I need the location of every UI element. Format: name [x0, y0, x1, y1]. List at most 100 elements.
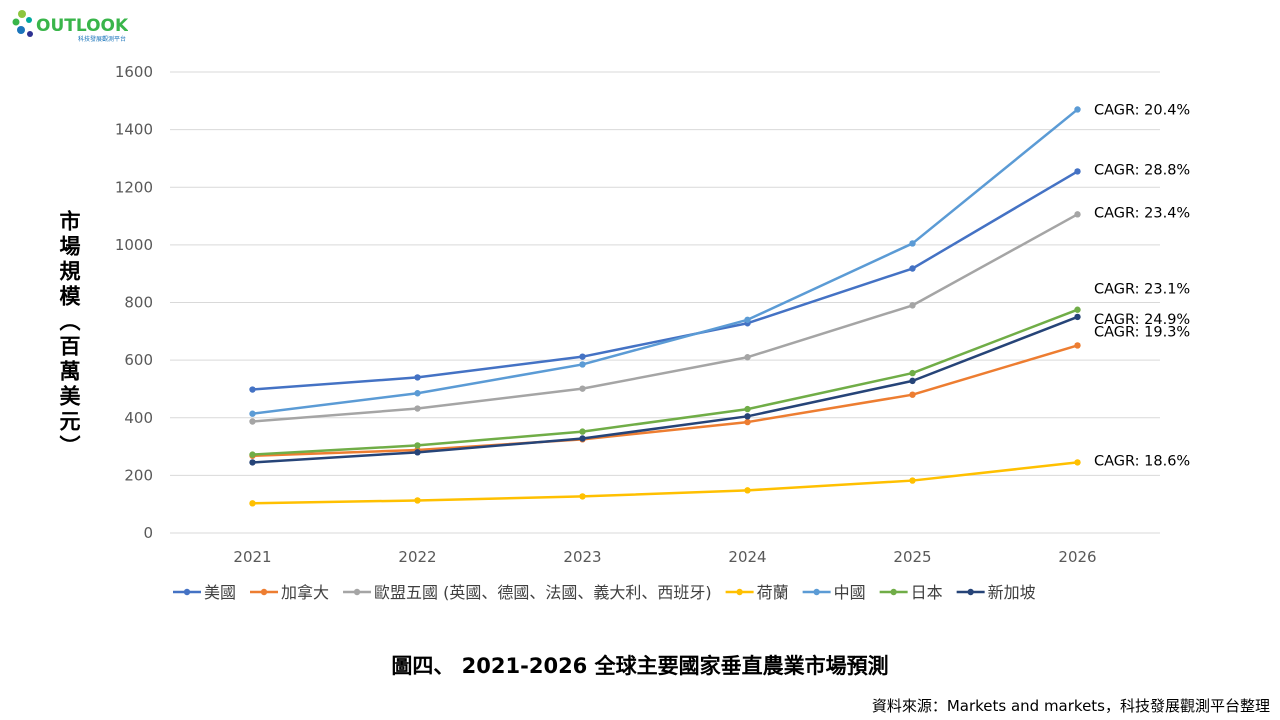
cagr-label: CAGR: 23.4% — [1094, 205, 1190, 221]
legend-item: 美國 — [173, 583, 236, 602]
y-axis-label: 市場規模（百萬美元） — [57, 210, 81, 460]
data-point — [249, 459, 256, 466]
data-point — [1074, 168, 1081, 175]
data-point — [909, 240, 916, 247]
data-point — [249, 386, 256, 393]
legend-label: 日本 — [911, 583, 943, 602]
cagr-label: CAGR: 28.8% — [1094, 162, 1190, 178]
data-point — [414, 405, 421, 412]
data-point — [744, 487, 751, 494]
cagr-label: CAGR: 24.9% — [1094, 312, 1190, 328]
series-line — [252, 344, 1078, 458]
legend-label: 美國 — [204, 583, 236, 602]
data-point — [1074, 459, 1081, 466]
data-point — [1074, 106, 1081, 113]
data-point — [909, 265, 916, 272]
legend-item: 歐盟五國 (英國、德國、法國、義大利、西班牙) — [343, 583, 712, 602]
data-point — [909, 302, 916, 309]
series-line — [252, 108, 1079, 415]
outlook-logo: OUTLOOK 科技發展觀測平台 — [12, 10, 128, 43]
source-note: 資料來源：Markets and markets，科技發展觀測平台整理 — [871, 697, 1270, 715]
series-4 — [249, 106, 1081, 417]
legend-label: 中國 — [834, 583, 866, 602]
legend-swatch-dot — [890, 588, 897, 596]
cagr-label: CAGR: 18.6% — [1094, 453, 1190, 469]
data-point — [1074, 306, 1081, 313]
series-line — [252, 170, 1079, 391]
series-5 — [249, 306, 1081, 458]
series-1 — [249, 342, 1081, 459]
data-point — [579, 428, 586, 435]
x-axis-ticks: 2021 2022 2023 2024 2025 2026 — [233, 548, 1096, 566]
legend-label: 新加坡 — [988, 583, 1036, 602]
data-point — [249, 451, 256, 458]
legend: 美國 加拿大 歐盟五國 (英國、德國、法國、義大利、西班牙) 荷蘭 中國 日本 新加坡 — [173, 583, 1036, 602]
logo-subtext: 科技發展觀測平台 — [78, 35, 126, 43]
data-point — [744, 405, 751, 413]
legend-label: 荷蘭 — [757, 583, 789, 602]
cagr-label: CAGR: 19.3% — [1094, 324, 1190, 340]
legend-swatch-dot — [967, 588, 974, 596]
cagr-label: CAGR: 20.4% — [1094, 102, 1190, 118]
legend-swatch-dot — [813, 588, 820, 596]
data-point — [909, 477, 916, 484]
y-tick-label: 1600 — [115, 63, 153, 81]
data-point — [414, 497, 421, 504]
data-point — [579, 353, 586, 360]
series-line — [252, 308, 1078, 456]
legend-swatch-dot — [260, 588, 268, 596]
y-tick-label: 400 — [124, 409, 153, 427]
legend-swatch-dot — [736, 588, 743, 596]
data-point — [744, 413, 751, 420]
data-point — [249, 410, 256, 417]
data-point — [909, 369, 916, 377]
data-point — [909, 377, 916, 385]
y-tick-label: 800 — [124, 294, 153, 312]
series-lines — [249, 106, 1081, 507]
cagr-label: CAGR: 23.1% — [1094, 282, 1190, 298]
series-2 — [249, 211, 1081, 425]
legend-label: 歐盟五國 (英國、德國、法國、義大利、西班牙) — [374, 583, 712, 602]
data-point — [909, 391, 916, 398]
data-point — [744, 316, 751, 323]
y-tick-label: 0 — [143, 524, 153, 542]
legend-item: 荷蘭 — [725, 583, 789, 602]
data-point — [249, 500, 256, 507]
x-tick-label: 2022 — [398, 548, 436, 566]
legend-swatch-dot — [183, 588, 191, 596]
data-point — [579, 435, 586, 442]
y-tick-label: 600 — [124, 351, 153, 369]
cagr-annotations: CAGR: 28.8% CAGR: 19.3% CAGR: 23.4% CAGR: 1… — [1094, 102, 1190, 469]
data-point — [1074, 211, 1081, 218]
y-axis-ticks: 0 200 400 600 800 1000 1200 1400 1600 — [115, 63, 153, 542]
data-point — [1074, 313, 1081, 321]
y-tick-label: 1200 — [115, 178, 153, 196]
data-point — [744, 354, 751, 361]
legend-item: 加拿大 — [250, 583, 329, 602]
data-point — [249, 418, 256, 425]
data-point — [414, 390, 421, 397]
series-6 — [249, 313, 1081, 466]
data-point — [1074, 342, 1081, 349]
figure-caption: 圖四、 2021-2026 全球主要國家垂直農業市場預測 — [391, 654, 889, 678]
data-point — [744, 418, 751, 426]
x-tick-label: 2023 — [563, 548, 601, 566]
data-point — [414, 449, 421, 456]
y-tick-label: 1000 — [115, 236, 153, 254]
series-line — [252, 213, 1079, 423]
x-tick-label: 2025 — [893, 548, 931, 566]
legend-item: 新加坡 — [956, 583, 1036, 602]
data-point — [579, 493, 586, 500]
series-line — [252, 461, 1078, 505]
data-point — [414, 442, 421, 449]
legend-label: 加拿大 — [281, 583, 329, 602]
data-point — [579, 385, 586, 392]
legend-swatch-dot — [353, 588, 361, 596]
series-3 — [249, 459, 1081, 507]
x-tick-label: 2026 — [1058, 548, 1096, 566]
legend-item: 中國 — [802, 583, 866, 602]
y-tick-label: 200 — [124, 466, 153, 484]
data-point — [579, 361, 586, 368]
x-tick-label: 2021 — [233, 548, 271, 566]
